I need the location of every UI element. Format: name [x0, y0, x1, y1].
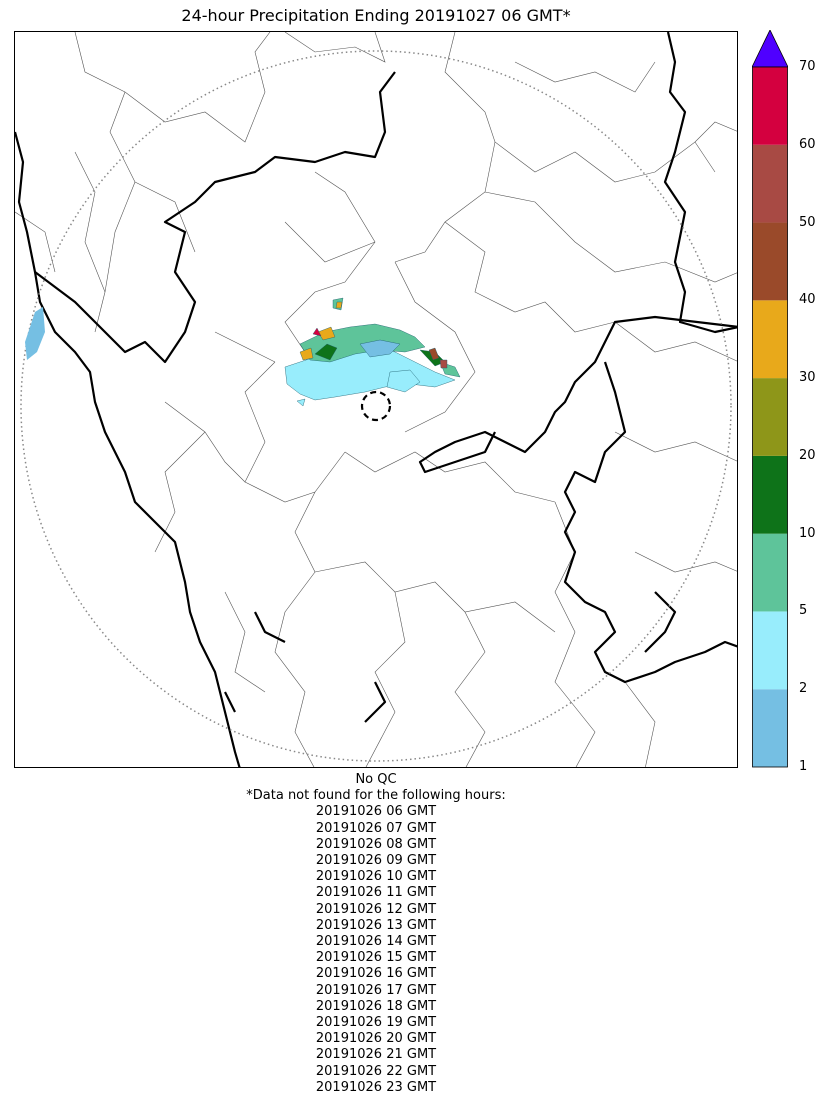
colorbar-tick-label: 60 [799, 136, 816, 152]
map-title: 24-hour Precipitation Ending 20191027 06… [181, 6, 571, 25]
missing-hour-item: 20191026 14 GMT [315, 934, 437, 950]
missing-hours-list: 20191026 06 GMT 20191026 07 GMT 20191026 0… [0, 804, 752, 1096]
radar-site-ring [360, 390, 392, 422]
colorbar-tick-label: 40 [799, 292, 816, 308]
missing-hour-item: 20191026 18 GMT [315, 998, 437, 1014]
missing-hour-item: 20191026 15 GMT [315, 950, 437, 966]
colorbar-segment [752, 222, 788, 301]
missing-header: *Data not found for the following hours: [246, 788, 506, 804]
precip-coastal [25, 307, 45, 360]
missing-hour-item: 20191026 22 GMT [315, 1063, 437, 1079]
colorbar-segment [752, 533, 788, 612]
colorbar-extend-arrow [752, 30, 788, 68]
colorbar-segment [752, 67, 788, 145]
precipitation-map[interactable] [14, 31, 738, 768]
missing-hour-item: 20191026 20 GMT [315, 1031, 437, 1047]
colorbar-segment [752, 378, 788, 456]
missing-hour-item: 20191026 21 GMT [315, 1047, 437, 1063]
colorbar-tick-label: 1 [799, 759, 808, 774]
colorbar-tick-label: 50 [799, 214, 816, 230]
missing-hour-item: 20191026 17 GMT [315, 982, 437, 998]
missing-hour-item: 20191026 10 GMT [315, 869, 437, 885]
colorbar-tick-label: 70 [799, 59, 816, 74]
missing-hour-item: 20191026 19 GMT [315, 1015, 437, 1031]
missing-hour-item: 20191026 06 GMT [315, 804, 437, 820]
missing-hour-item: 20191026 08 GMT [315, 836, 437, 852]
colorbar-segment [752, 689, 788, 767]
missing-hour-item: 20191026 12 GMT [315, 901, 437, 917]
colorbar-segment [752, 455, 788, 534]
precipitation-colorbar [752, 30, 788, 768]
colorbar-tick-label: 20 [799, 447, 816, 463]
colorbar-segment [752, 300, 788, 379]
missing-hour-item: 20191026 23 GMT [315, 1079, 437, 1095]
notes-block: No QC *Data not found for the following … [0, 772, 752, 1096]
missing-hour-item: 20191026 13 GMT [315, 917, 437, 933]
district-boundaries [15, 32, 737, 767]
radar-range-ring [20, 50, 732, 762]
precip-band [284, 297, 461, 407]
map-canvas [15, 32, 737, 767]
missing-hour-item: 20191026 11 GMT [315, 885, 437, 901]
missing-hour-item: 20191026 07 GMT [315, 820, 437, 836]
colorbar-tick-label: 5 [799, 603, 808, 619]
colorbar-tick-label: 10 [799, 525, 816, 541]
colorbar-segments [752, 67, 788, 767]
missing-hour-item: 20191026 16 GMT [315, 966, 437, 982]
missing-hour-item: 20191026 09 GMT [315, 853, 437, 869]
colorbar-segment [752, 144, 788, 223]
colorbar-tick-label: 30 [799, 370, 816, 386]
qc-label: No QC [355, 772, 397, 787]
state-boundaries [15, 32, 737, 767]
colorbar-segment [752, 611, 788, 690]
colorbar-tick-label: 2 [799, 681, 808, 697]
